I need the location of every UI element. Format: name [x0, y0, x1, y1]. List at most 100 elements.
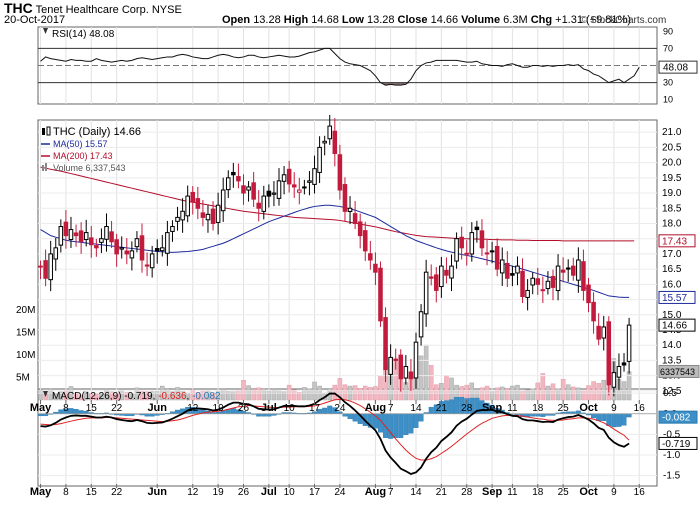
- macd-histogram-bar: [322, 407, 328, 414]
- volume-bar: [109, 391, 114, 401]
- x-tick-label: 28: [461, 403, 473, 414]
- candle-body: [434, 274, 439, 291]
- candle-body: [231, 171, 236, 176]
- candle-body: [322, 140, 327, 144]
- candle-body: [499, 259, 505, 274]
- candle-body: [489, 250, 495, 253]
- volume-bar: [423, 344, 429, 401]
- candle-body: [271, 192, 277, 195]
- candle-body: [129, 250, 135, 259]
- volume-bar: [48, 388, 53, 401]
- candle-body: [73, 232, 79, 237]
- volume-bar: [428, 365, 434, 401]
- candlesticks: [38, 114, 632, 397]
- macd-collapse-icon: [43, 391, 48, 397]
- x-tick-label: Jul: [261, 486, 277, 498]
- volume-bar: [439, 383, 444, 401]
- volume-bar: [332, 384, 338, 401]
- rsi-collapse-icon: [43, 28, 48, 34]
- candle-body: [114, 239, 119, 255]
- candle-body: [454, 238, 459, 262]
- volume-badge: 6337543: [660, 367, 695, 377]
- candle-body: [423, 271, 429, 315]
- macd-value-badge: -0.719: [662, 439, 691, 450]
- legend-entry: THC (Daily) 14.66: [53, 126, 141, 138]
- volume-bar: [276, 390, 282, 401]
- x-tick-label: 21: [436, 487, 448, 498]
- candle-body: [398, 354, 404, 380]
- close-badge: 14.66: [662, 321, 687, 332]
- candle-body: [175, 216, 180, 222]
- candle-body: [109, 231, 114, 243]
- candle-body: [149, 253, 155, 269]
- macd-histogram-bar: [454, 397, 460, 414]
- volume-bar: [368, 387, 373, 401]
- volume-bar: [175, 387, 180, 401]
- price-tick-label: 21.0: [662, 127, 682, 138]
- ma200-line: [40, 166, 635, 242]
- x-tick-label: 15: [86, 403, 98, 414]
- volume-bar: [124, 392, 130, 401]
- candle-body: [576, 259, 581, 281]
- volume-tick-label: 20M: [16, 305, 35, 316]
- legend-entry: Volume 6,337,543: [53, 163, 126, 173]
- candle-body: [439, 265, 444, 288]
- high-label: High: [283, 14, 309, 26]
- candle-body: [94, 245, 99, 249]
- x-tick-label: 17: [309, 403, 321, 414]
- volume-bar: [256, 387, 261, 401]
- volume-bar: [307, 388, 312, 401]
- x-tick-label: 24: [334, 487, 346, 498]
- candle-body: [236, 176, 241, 182]
- close-label: Close: [397, 14, 428, 26]
- candle-body: [393, 358, 398, 361]
- volume-bar: [596, 383, 601, 401]
- volume-bar: [449, 377, 454, 401]
- volume-bar: [505, 388, 510, 401]
- candle-body: [601, 326, 607, 339]
- volume-bar: [444, 375, 449, 401]
- macd-histogram-bar: [68, 408, 74, 414]
- macd-histogram-bar: [418, 413, 424, 422]
- candle-body: [368, 253, 373, 261]
- exchange-name: NYSE: [151, 4, 182, 16]
- candle-body: [555, 265, 561, 292]
- candle-body: [378, 267, 383, 322]
- candle-body: [78, 230, 84, 243]
- x-tick-label: 7: [388, 487, 394, 498]
- volume-bar: [418, 355, 424, 401]
- candle-body: [449, 265, 454, 279]
- macd-tick-label: -1.5: [663, 471, 681, 482]
- rsi-line: [40, 47, 640, 86]
- volume-bar: [236, 390, 241, 401]
- candle-body: [154, 248, 160, 252]
- x-tick-label: Sep: [482, 486, 502, 498]
- candle-body: [342, 184, 348, 212]
- macd-histogram-bar: [383, 413, 389, 438]
- volume-legend-icon: [42, 165, 44, 171]
- macd-histogram-bar: [78, 410, 84, 414]
- volume-bar: [58, 391, 64, 401]
- open-label: Open: [222, 14, 251, 26]
- x-tick-label: 18: [532, 487, 544, 498]
- volume-bar: [139, 391, 145, 401]
- legend-entry: MA(50) 15.57: [53, 139, 108, 149]
- volume-bar: [560, 379, 566, 401]
- candle-body: [332, 130, 338, 154]
- x-tick-label: 12: [187, 487, 199, 498]
- volume-bar: [231, 391, 236, 401]
- x-tick-label: 22: [111, 403, 123, 414]
- price-tick-label: 16.0: [662, 279, 682, 290]
- macd-histogram-bar: [327, 405, 333, 414]
- volume-bar: [286, 384, 292, 401]
- macd-histogram-bar: [596, 413, 602, 421]
- rsi-tick-label: 10: [663, 95, 673, 105]
- candle-body: [291, 184, 297, 188]
- x-tick-label: 16: [634, 487, 646, 498]
- rsi-tick-label: 30: [663, 78, 673, 88]
- x-tick-label: Oct: [579, 486, 598, 498]
- x-tick-label: Aug: [365, 486, 386, 498]
- close-value: 14.66: [430, 14, 459, 26]
- price-tick-label: 18.0: [662, 218, 682, 229]
- macd-label: MACD(12,26,9) -0.719, -0.636, -0.082: [52, 391, 221, 402]
